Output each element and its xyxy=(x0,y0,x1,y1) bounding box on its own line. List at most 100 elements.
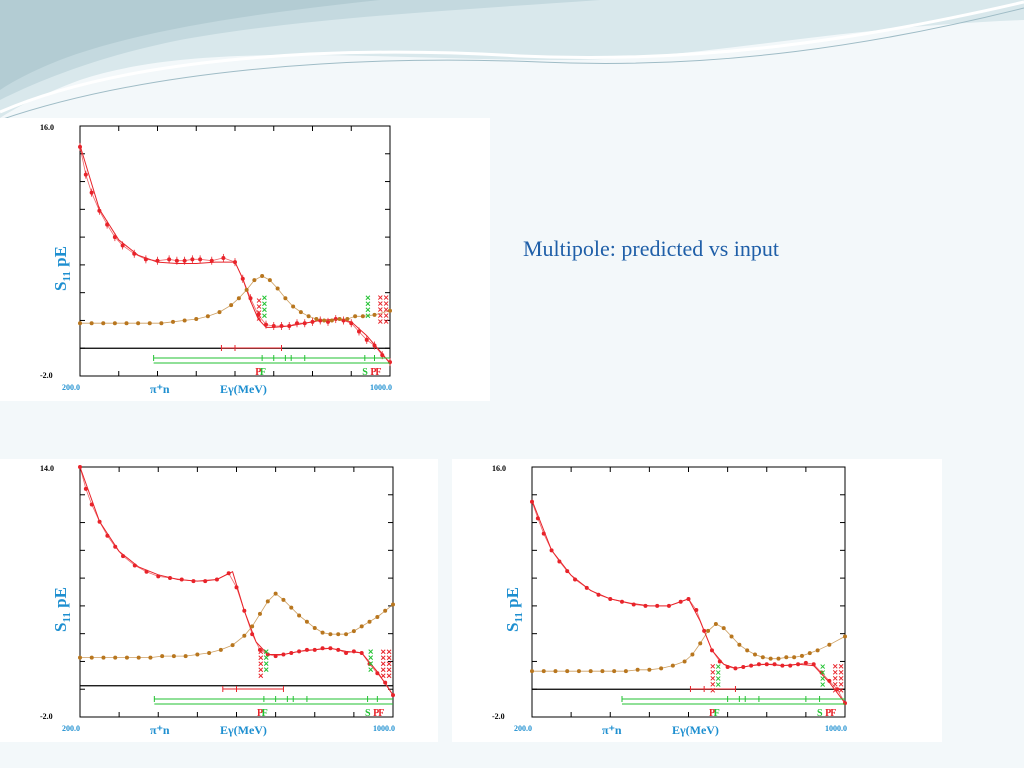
data-point-red xyxy=(709,648,714,653)
data-point-orange xyxy=(265,599,270,604)
resonance-label: F xyxy=(714,708,720,719)
data-point-orange xyxy=(171,319,175,324)
data-point-red xyxy=(182,258,187,263)
data-point-orange xyxy=(827,642,832,647)
data-point-orange xyxy=(351,629,356,634)
x-min-label: 200.0 xyxy=(514,724,532,733)
marker-x xyxy=(258,649,264,655)
marker-x xyxy=(377,313,383,318)
resonance-label: S xyxy=(365,708,371,719)
data-point-red xyxy=(756,662,761,667)
plot-frame xyxy=(531,466,846,718)
marker-x xyxy=(715,676,721,681)
marker-x xyxy=(256,310,262,315)
data-point-orange xyxy=(753,652,758,657)
y-axis-label: S11 pE xyxy=(51,587,73,632)
data-point-red xyxy=(749,663,754,668)
data-point-red xyxy=(191,579,196,584)
marker-x xyxy=(832,663,838,669)
marker-x xyxy=(383,319,389,324)
marker-x xyxy=(377,319,383,324)
data-point-red xyxy=(132,563,137,568)
data-point-red xyxy=(655,603,660,608)
data-point-red xyxy=(144,569,149,574)
data-point-orange xyxy=(283,296,288,301)
data-point-red xyxy=(741,665,746,669)
x-axis-label: Eγ(MeV) xyxy=(672,723,719,737)
data-point-orange xyxy=(721,626,726,631)
data-point-red xyxy=(310,319,315,324)
data-point-orange xyxy=(576,669,581,674)
marker-x xyxy=(715,682,721,687)
data-point-orange xyxy=(670,663,675,668)
y-label-rest: pE xyxy=(503,587,522,612)
y-label-main: S xyxy=(51,623,70,632)
data-point-orange xyxy=(612,669,617,674)
data-point-orange xyxy=(843,634,847,639)
data-point-orange xyxy=(706,628,711,633)
data-point-orange xyxy=(273,591,278,596)
marker-x xyxy=(258,661,264,667)
chart-panel-bottom-right: 16.0 -2.0 200.0 1000.0 π⁺n Eγ(MeV) S11 pE P F S P F xyxy=(452,459,942,742)
data-point-orange xyxy=(360,314,365,319)
resonance-label: S xyxy=(362,367,368,378)
marker-x xyxy=(838,687,844,693)
data-point-orange xyxy=(336,632,341,637)
data-point-red xyxy=(584,585,589,590)
data-point-orange xyxy=(229,303,234,308)
series-line-red xyxy=(79,466,394,696)
data-point-orange xyxy=(565,669,570,674)
data-point-orange xyxy=(250,624,255,629)
data-point-red xyxy=(209,258,214,263)
data-point-orange xyxy=(784,655,789,660)
data-point-orange xyxy=(78,321,82,326)
reaction-label: π⁺n xyxy=(602,723,622,737)
resonance-label: P xyxy=(370,367,376,378)
data-point-orange xyxy=(182,318,187,323)
data-point-orange xyxy=(690,652,695,657)
reaction-label: π⁺n xyxy=(150,382,170,396)
data-point-red xyxy=(273,654,278,659)
data-point-red xyxy=(297,649,302,654)
fit-curve-red xyxy=(79,466,394,696)
data-point-orange xyxy=(635,667,640,672)
resonance-label: P xyxy=(255,367,261,378)
resonance-label: F xyxy=(260,367,266,378)
data-point-red xyxy=(174,258,179,263)
data-point-red xyxy=(835,687,840,692)
data-point-orange xyxy=(291,304,296,309)
data-point-orange xyxy=(252,278,257,283)
marker-x xyxy=(838,669,844,675)
data-point-orange xyxy=(372,312,377,317)
data-point-red xyxy=(725,665,730,669)
data-point-orange xyxy=(230,643,235,648)
data-point-orange xyxy=(391,602,395,607)
data-point-red xyxy=(120,243,125,248)
data-point-orange xyxy=(815,648,820,653)
marker-x xyxy=(710,681,716,687)
marker-x xyxy=(258,667,264,673)
data-point-orange xyxy=(78,655,82,660)
marker-x xyxy=(386,655,392,661)
data-point-red xyxy=(326,319,330,324)
data-point-orange xyxy=(147,321,152,326)
data-point-orange xyxy=(553,669,558,674)
marker-x xyxy=(377,295,383,300)
data-point-red xyxy=(242,608,247,613)
data-point-red xyxy=(530,499,534,504)
data-point-orange xyxy=(194,317,199,322)
data-point-orange xyxy=(171,654,176,659)
y-axis-label-text: S11 pE xyxy=(51,587,73,632)
marker-x xyxy=(838,675,844,681)
data-point-orange xyxy=(745,648,750,653)
marker-x xyxy=(710,675,716,681)
y-min-label: -2.0 xyxy=(492,712,505,721)
marker-x xyxy=(263,661,269,666)
data-point-red xyxy=(631,602,636,607)
marker-x xyxy=(256,298,262,303)
data-point-red xyxy=(257,647,262,652)
data-point-orange xyxy=(136,655,141,660)
data-point-orange xyxy=(623,669,628,674)
data-point-orange xyxy=(737,642,742,647)
